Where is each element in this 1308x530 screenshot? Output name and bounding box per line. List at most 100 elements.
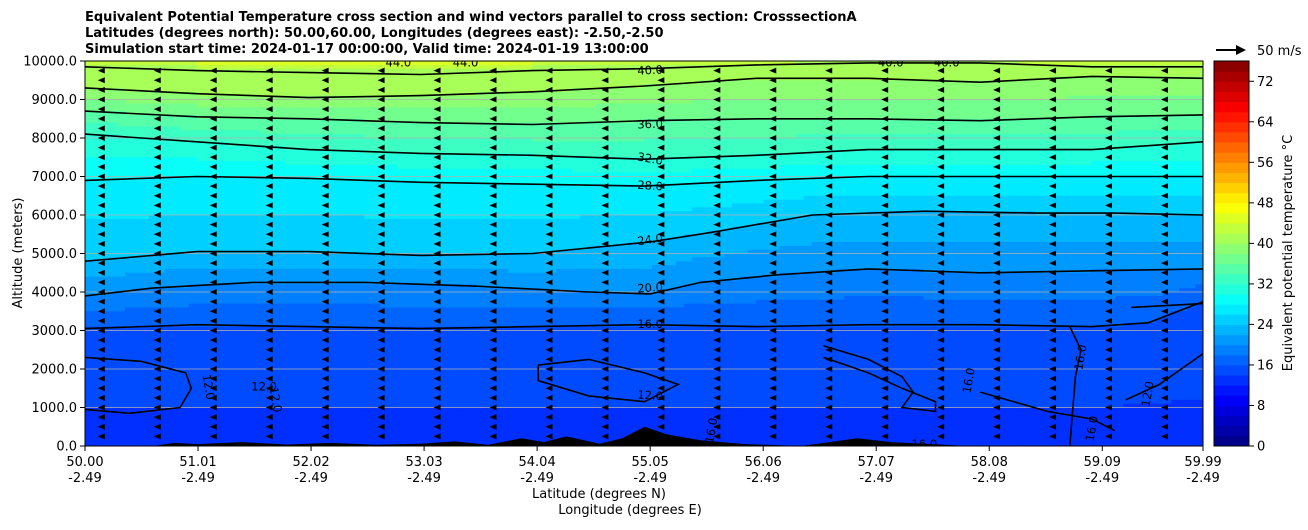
field-cell: [388, 261, 398, 266]
field-cell: [85, 318, 94, 324]
field-cell: [364, 330, 374, 335]
field-cell: [276, 315, 286, 320]
field-cell: [252, 384, 262, 389]
field-cell: [308, 361, 318, 366]
field-cell: [148, 218, 158, 224]
field-cell: [244, 361, 254, 366]
field-cell: [156, 357, 166, 362]
field-cell: [92, 253, 102, 258]
field-cell: [156, 268, 166, 274]
field-cell: [396, 322, 406, 328]
field-cell: [332, 369, 342, 374]
field-cell: [340, 415, 350, 420]
field-cell: [316, 153, 326, 158]
field-cell: [220, 315, 230, 320]
field-cell: [332, 122, 342, 128]
field-cell: [476, 107, 485, 112]
field-cell: [300, 426, 310, 432]
field-cell: [332, 149, 342, 154]
field-cell: [116, 288, 126, 293]
field-cell: [284, 118, 294, 124]
field-cell: [436, 295, 445, 301]
field-cell: [340, 126, 350, 131]
field-cell: [428, 338, 437, 343]
field-cell: [348, 241, 358, 247]
field-cell: [116, 203, 126, 208]
field-cell: [292, 164, 302, 170]
field-cell: [85, 207, 94, 212]
field-cell: [236, 222, 246, 228]
field-cell: [380, 199, 390, 205]
field-cell: [436, 388, 445, 393]
field-cell: [156, 145, 166, 151]
field-cell: [316, 288, 326, 293]
field-cell: [348, 361, 358, 366]
field-cell: [116, 411, 126, 416]
field-cell: [252, 334, 262, 339]
field-cell: [348, 126, 358, 131]
field-cell: [364, 203, 374, 208]
field-cell: [108, 353, 118, 359]
field-cell: [300, 245, 310, 251]
field-cell: [85, 411, 94, 416]
field-cell: [124, 245, 134, 251]
field-cell: [132, 61, 142, 66]
field-cell: [444, 295, 453, 301]
field-cell: [356, 345, 366, 351]
field-cell: [340, 380, 350, 385]
field-cell: [348, 234, 358, 239]
field-cell: [300, 211, 310, 216]
field-cell: [476, 141, 485, 147]
field-cell: [476, 122, 485, 128]
field-cell: [292, 111, 302, 116]
field-cell: [420, 395, 429, 401]
field-cell: [244, 168, 254, 174]
field-cell: [188, 218, 198, 224]
field-cell: [220, 253, 230, 258]
field-cell: [252, 392, 262, 397]
field-cell: [148, 353, 158, 359]
field-cell: [92, 434, 102, 439]
field-cell: [228, 191, 238, 197]
field-cell: [404, 349, 414, 355]
field-cell: [372, 376, 382, 382]
field-cell: [324, 218, 334, 224]
field-cell: [412, 338, 421, 343]
field-cell: [260, 438, 270, 443]
field-cell: [300, 180, 310, 185]
field-cell: [436, 207, 445, 212]
field-cell: [460, 64, 469, 70]
field-cell: [476, 276, 485, 282]
field-cell: [356, 249, 366, 255]
field-cell: [316, 234, 326, 239]
field-cell: [196, 215, 206, 220]
field-cell: [252, 207, 262, 212]
field-cell: [316, 122, 326, 128]
field-cell: [172, 311, 182, 316]
field-cell: [300, 422, 310, 428]
field-cell: [236, 245, 246, 251]
field-cell: [140, 261, 150, 266]
field-cell: [220, 218, 230, 224]
field-cell: [396, 384, 406, 389]
field-cell: [92, 149, 102, 154]
field-cell: [284, 184, 294, 189]
field-cell: [476, 315, 485, 320]
field-cell: [284, 399, 294, 405]
field-cell: [204, 434, 214, 439]
field-cell: [220, 342, 230, 347]
field-cell: [124, 180, 134, 185]
field-cell: [388, 338, 398, 343]
field-cell: [356, 188, 366, 193]
field-cell: [348, 61, 358, 66]
field-cell: [220, 280, 230, 285]
field-cell: [412, 399, 421, 405]
field-cell: [252, 265, 262, 270]
field-cell: [228, 372, 238, 378]
field-cell: [220, 126, 230, 131]
field-cell: [420, 311, 429, 316]
field-cell: [188, 222, 198, 228]
field-cell: [388, 365, 398, 370]
field-cell: [172, 411, 182, 416]
field-cell: [212, 176, 222, 181]
